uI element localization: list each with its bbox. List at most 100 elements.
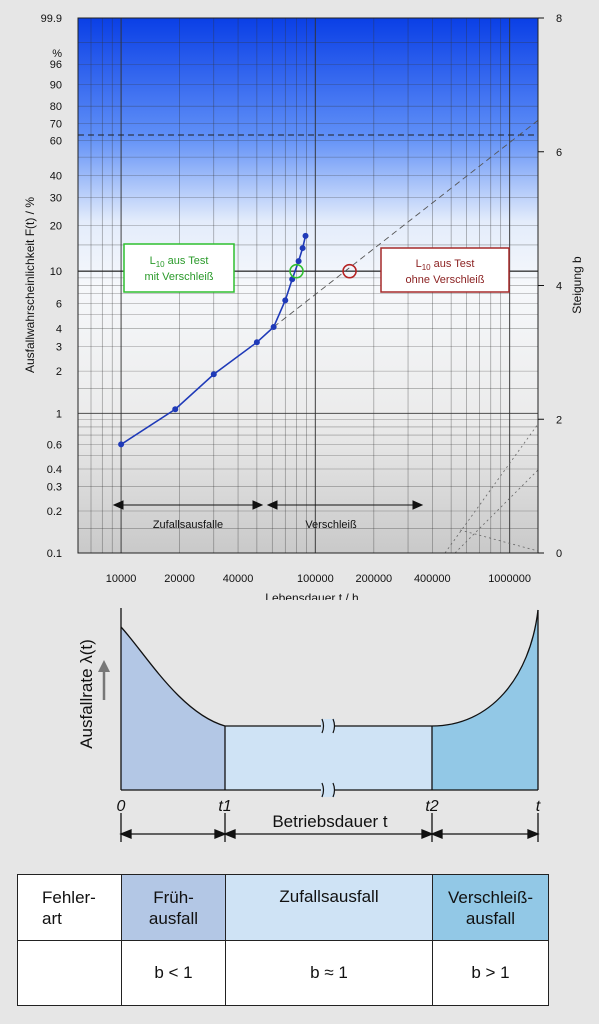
slope-line — [459, 529, 539, 552]
tick-t1: t1 — [218, 798, 231, 815]
y-tick-label: 0.4 — [47, 464, 62, 476]
weibull-chart: 0.10.20.30.40.61234610203040607080909699… — [23, 13, 584, 600]
y-tick-label: 0.2 — [47, 506, 62, 518]
y-tick-label: 0.1 — [47, 548, 62, 560]
y-tick-label: 0.6 — [47, 439, 62, 451]
y-tick-label: 4 — [56, 324, 62, 336]
series-line — [120, 235, 307, 446]
data-series — [118, 232, 357, 448]
x-tick-label: 1000000 — [488, 573, 531, 585]
y-tick-label: 10 — [50, 266, 62, 278]
b-random-cell: b ≈ 1 — [225, 940, 433, 1006]
y-axis-percent-mark: % — [52, 48, 62, 60]
svg-text:L10 aus Test: L10 aus Test — [150, 255, 209, 269]
extrapolation-lines — [273, 120, 539, 554]
right-tick-label: 6 — [556, 147, 562, 159]
y-tick-labels: 0.1 0.2 0.3 0.4 0.6 1 2 3 4 6 10 20 30 40 60 70 80 90 96 99… — [41, 13, 62, 560]
header-label-line2: art — [42, 908, 62, 928]
wear-line1: Verschleiß- — [447, 887, 534, 907]
y-tick-label: 96 — [50, 59, 62, 71]
annotation-rest: aus Test — [431, 258, 475, 270]
wear-failure-cell: Verschleiß- ausfall — [432, 874, 549, 941]
y-tick-label: 70 — [50, 119, 62, 131]
region-wear-label: Verschleiß — [305, 519, 357, 531]
y-axis-label: Ausfallwahrscheinlichkeit F(t) / % — [23, 197, 37, 373]
table-row: b < 1 b ≈ 1 b > 1 — [17, 940, 549, 1006]
random-failure-cell: Zufallsausfall — [225, 874, 433, 941]
y-tick-label: 1 — [56, 408, 62, 420]
right-tick-label: 8 — [556, 13, 562, 25]
x-axis-label: Lebensdauer t / h — [265, 591, 358, 600]
annotation-sub: 10 — [422, 263, 431, 272]
right-tick-label: 0 — [556, 548, 562, 560]
x-tick-label: 20000 — [164, 573, 195, 585]
failure-type-table: Fehler- art Früh- ausfall Zufallsausfall… — [17, 874, 549, 1006]
data-point — [253, 339, 260, 346]
y-tick-label: 30 — [50, 192, 62, 204]
annotation-l: L — [416, 258, 422, 270]
x-tick-label: 100000 — [297, 573, 334, 585]
table-row: Fehler- art Früh- ausfall Zufallsausfall… — [17, 874, 549, 941]
early-failure-area — [121, 627, 225, 790]
annotation-test-with-wear: L10 aus Test mit Verschleiß — [123, 243, 235, 293]
data-point — [210, 371, 217, 378]
bathtub-curve: Ausfallrate λ(t) 0 t1 t2 t Betriebsdauer… — [77, 608, 541, 842]
y-tick-label: 20 — [50, 221, 62, 233]
b-wear: b > 1 — [471, 963, 510, 982]
random-label: Zufallsausfall — [279, 887, 379, 906]
data-point — [270, 324, 277, 331]
bathtub-x-label: Betriebsdauer t — [272, 812, 388, 831]
y-tick-label: 99.9 — [41, 13, 62, 25]
x-tick-labels: 10000 20000 40000 100000 200000 400000 1000000 — [106, 573, 531, 585]
y-tick-label: 60 — [50, 135, 62, 147]
b-wear-cell: b > 1 — [432, 940, 549, 1006]
empty-cell — [17, 940, 122, 1006]
x-tick-label: 400000 — [414, 573, 451, 585]
y-tick-label: 3 — [56, 341, 62, 353]
annotation-l: L — [150, 255, 156, 267]
red-marker — [342, 263, 357, 279]
annotation-test-without-wear: L10 aus Test ohne Verschleiß — [380, 247, 510, 293]
b-random: b ≈ 1 — [310, 963, 348, 982]
data-point — [118, 441, 125, 448]
tick-t: t — [536, 798, 541, 815]
early-line2: ausfall — [148, 908, 199, 928]
data-point — [282, 297, 289, 304]
random-failure-area — [225, 726, 432, 790]
axis-break-top — [321, 718, 336, 734]
annotation-sub: 10 — [156, 260, 165, 269]
extrapolation-line — [273, 120, 539, 328]
slope-line — [444, 423, 539, 554]
svg-text:L10 aus Test: L10 aus Test — [416, 258, 475, 272]
annotation-rest: aus Test — [165, 255, 209, 267]
y-tick-label: 0.3 — [47, 481, 62, 493]
y-tick-label: 40 — [50, 171, 62, 183]
right-axis-label: Steigung b — [570, 256, 584, 314]
annotation-line2: mit Verschleiß — [144, 271, 213, 283]
b-early-cell: b < 1 — [121, 940, 226, 1006]
green-marker — [289, 263, 304, 279]
axis-break-bottom — [321, 782, 336, 798]
b-early: b < 1 — [154, 963, 193, 982]
tick-0: 0 — [117, 798, 126, 815]
header-cell: Fehler- art — [17, 874, 122, 941]
y-tick-label: 6 — [56, 298, 62, 310]
header-label-line1: Fehler- — [42, 887, 96, 907]
data-point — [172, 406, 179, 413]
bathtub-y-label: Ausfallrate λ(t) — [77, 639, 96, 749]
dimension-arrows — [119, 813, 540, 842]
x-tick-label: 200000 — [355, 573, 392, 585]
wear-line2: ausfall — [465, 908, 516, 928]
x-tick-label: 40000 — [223, 573, 254, 585]
tick-t2: t2 — [425, 798, 438, 815]
right-tick-labels: 0 2 4 6 8 — [538, 13, 562, 560]
data-point — [302, 232, 309, 239]
early-failure-cell: Früh- ausfall — [121, 874, 226, 941]
right-tick-label: 2 — [556, 414, 562, 426]
wear-failure-area — [432, 610, 538, 790]
early-line1: Früh- — [153, 887, 194, 907]
annotation-line2: ohne Verschleiß — [406, 274, 485, 286]
data-point — [295, 258, 302, 265]
region-random-label: Zufallsausfalle — [153, 519, 223, 531]
x-tick-label: 10000 — [106, 573, 137, 585]
